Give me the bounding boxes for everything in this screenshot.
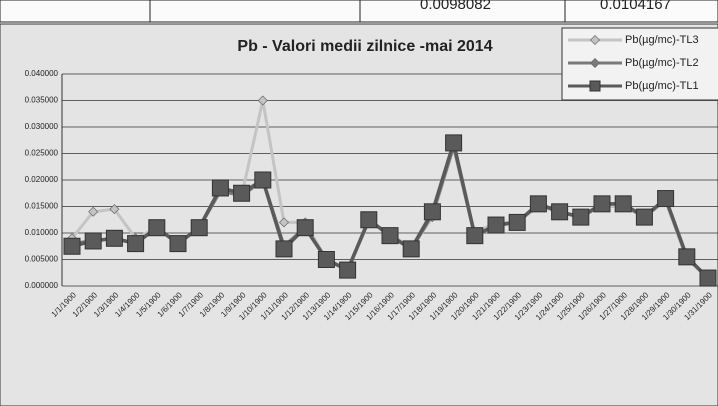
marker [88,206,99,217]
marker [381,227,399,245]
legend-label: Pb(µg/mc)-TL3 [625,34,699,46]
legend-label: Pb(µg/mc)-TL1 [625,80,699,92]
marker [529,195,547,213]
legend: Pb(µg/mc)-TL3 Pb(µg/mc)-TL2 Pb(µg/mc)-TL1 [561,27,718,101]
marker [445,134,463,152]
marker [590,58,600,68]
y-tick-label: 0.005000 [25,255,59,264]
marker [257,95,268,106]
marker [635,208,653,226]
marker [593,195,611,213]
marker [423,203,441,221]
marker [657,190,675,208]
marker [275,240,293,258]
marker [589,80,601,92]
y-tick-label: 0.000000 [25,281,59,290]
y-tick-label: 0.025000 [25,149,59,158]
marker [279,217,289,228]
marker [508,213,526,231]
marker [360,211,378,229]
marker [233,184,251,202]
marker [614,195,632,213]
marker [211,179,229,197]
marker [699,269,717,287]
marker [590,35,600,45]
marker [190,219,208,237]
marker [63,237,81,255]
marker [402,240,420,258]
legend-label: Pb(µg/mc)-TL2 [625,57,699,69]
header-cell: 0.0104167 [600,0,671,13]
marker [105,229,123,247]
marker [572,208,590,226]
marker [678,248,696,266]
marker [169,235,187,253]
plot: 0.000000 0.005000 0.010000 0.015000 0.020000… [25,69,718,322]
y-tick-label: 0.040000 [25,69,59,78]
marker [487,216,505,234]
y-tick-label: 0.020000 [25,175,59,184]
marker [466,227,484,245]
marker [254,171,272,189]
y-tick-label: 0.035000 [25,96,59,105]
header-strip [0,0,718,23]
marker [296,219,314,237]
y-tick-label: 0.010000 [25,228,59,237]
header-cell: 0.0098082 [420,0,491,13]
marker [127,235,145,253]
marker [551,203,569,221]
chart-title: Pb - Valori medii zilnice -mai 2014 [237,38,492,55]
y-tick-label: 0.030000 [25,122,59,131]
marker [339,261,357,279]
y-tick-label: 0.015000 [25,202,59,211]
marker [148,219,166,237]
marker [84,232,102,250]
marker [317,251,335,268]
marker [109,204,120,215]
